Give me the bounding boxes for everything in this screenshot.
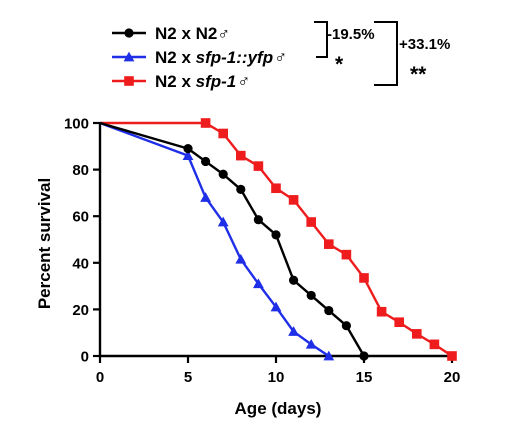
data-point <box>236 184 246 195</box>
data-point <box>376 306 387 317</box>
data-point <box>447 351 457 361</box>
legend-entry-1: N2 x sfp-1::yfp♂ <box>112 48 286 67</box>
series-layer <box>99 118 457 361</box>
data-point <box>323 350 335 361</box>
series-2 <box>100 118 457 361</box>
x-tick-label: 20 <box>444 369 461 386</box>
data-point <box>305 338 317 349</box>
data-point <box>253 215 263 225</box>
data-point <box>271 230 281 240</box>
data-point <box>218 169 228 179</box>
y-tick-label: 60 <box>72 209 89 226</box>
legend-entry-0: N2 x N2♂ <box>112 24 230 43</box>
bracket-2 <box>374 21 398 86</box>
data-point <box>288 195 299 205</box>
legend-marker <box>123 51 135 62</box>
x-tick-label: 10 <box>268 369 285 386</box>
data-point <box>341 249 352 260</box>
data-point <box>253 161 264 171</box>
x-tick-label: 15 <box>356 369 373 386</box>
series-1 <box>99 121 335 361</box>
legend-entry-2: N2 x sfp-1♂ <box>112 72 249 91</box>
x-tick-label: 5 <box>184 369 192 386</box>
data-point <box>394 317 404 328</box>
data-point <box>236 150 246 161</box>
data-point <box>306 217 316 227</box>
data-point <box>200 118 211 128</box>
data-point <box>341 321 351 331</box>
series-0 <box>99 121 369 361</box>
legend-marker <box>124 28 134 38</box>
data-point <box>289 275 299 285</box>
data-point <box>306 290 316 301</box>
data-point <box>359 273 369 283</box>
y-tick-label: 80 <box>72 162 89 179</box>
y-tick-label: 100 <box>64 116 89 133</box>
data-point <box>201 156 211 167</box>
data-point <box>288 326 299 336</box>
y-tick-label: 40 <box>72 255 89 272</box>
data-point <box>200 192 211 202</box>
data-point <box>412 329 422 339</box>
data-point <box>270 301 282 312</box>
y-tick-label: 0 <box>81 349 89 366</box>
data-point <box>429 339 440 350</box>
legend: N2 x N2♂N2 x sfp-1::yfp♂N2 x sfp-1♂ <box>112 24 286 91</box>
axes: 0 20 40 60 80 100 0 5 10 15 20 <box>64 116 460 387</box>
data-point <box>324 239 334 249</box>
data-point <box>218 128 228 139</box>
legend-label: N2 x sfp-1♂ <box>155 72 249 91</box>
y-tick-label: 20 <box>72 302 89 319</box>
legend-marker <box>124 76 134 86</box>
data-point <box>182 150 194 160</box>
annotation-pct-2: +33.1% <box>399 36 450 53</box>
data-point <box>235 253 247 264</box>
annotation-stars-1: * <box>335 53 344 76</box>
data-point <box>217 216 229 227</box>
y-axis-label: Percent survival <box>35 178 54 309</box>
x-tick-label: 0 <box>96 369 104 386</box>
series-line <box>99 121 330 358</box>
annotation-stars-2: ** <box>410 63 427 86</box>
data-point <box>324 305 334 316</box>
data-point <box>271 183 281 194</box>
data-point <box>253 278 264 289</box>
bracket-1 <box>314 21 328 58</box>
series-line <box>100 121 453 358</box>
x-axis-label: Age (days) <box>235 399 322 418</box>
data-point <box>183 144 193 154</box>
annotation-pct-1: -19.5% <box>327 26 375 43</box>
legend-label: N2 x sfp-1::yfp♂ <box>155 48 286 67</box>
significance-brackets: -19.5% * +33.1% ** <box>314 21 450 86</box>
data-point <box>359 351 369 361</box>
legend-label: N2 x N2♂ <box>155 24 230 43</box>
